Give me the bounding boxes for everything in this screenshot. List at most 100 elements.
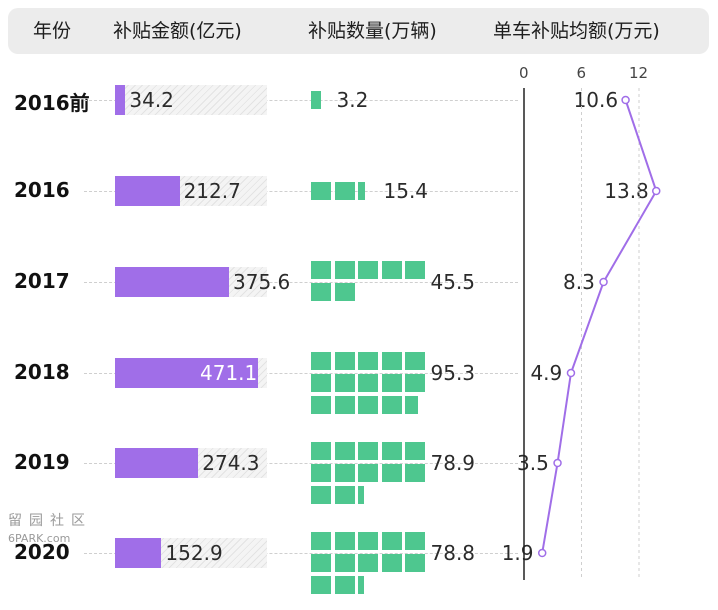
header-subsidy-amount: 补贴金额(亿元) [113, 20, 242, 42]
amount-value-label: 212.7 [183, 179, 241, 203]
quantity-block [358, 396, 378, 414]
quantity-block [334, 554, 355, 572]
header-bar: 年份 补贴金额(亿元) 补贴数量(万辆) 单车补贴均额(万元) [8, 8, 709, 54]
quantity-value-label: 45.5 [430, 270, 476, 294]
amount-value-label: 471.1 [200, 361, 258, 385]
quantity-block [405, 532, 425, 550]
quantity-block [381, 261, 402, 279]
quantity-block [311, 182, 331, 200]
quantity-block [334, 464, 355, 482]
amount-value-label: 152.9 [165, 541, 223, 565]
amount-bar-track [115, 85, 267, 115]
quantity-block [381, 464, 402, 482]
amount-bar [115, 448, 199, 478]
average-point [553, 458, 562, 468]
average-point [652, 186, 661, 196]
quantity-block [311, 352, 331, 370]
header-year: 年份 [33, 20, 72, 42]
row-guide-line [84, 282, 518, 283]
average-value-label: 4.9 [530, 361, 563, 385]
quantity-block [358, 261, 378, 279]
year-label: 2018 [14, 360, 70, 384]
quantity-block [358, 374, 378, 392]
quantity-block [334, 576, 355, 594]
row-guide-line [84, 100, 518, 101]
quantity-block [381, 374, 402, 392]
average-value-label: 8.3 [563, 270, 595, 294]
quantity-block [311, 532, 331, 550]
quantity-block [311, 283, 331, 301]
quantity-value-label: 95.3 [430, 361, 476, 385]
quantity-block [381, 352, 402, 370]
quantity-value-label: 15.4 [383, 179, 429, 203]
amount-bar [115, 176, 180, 206]
quantity-block [334, 486, 355, 504]
quantity-block [334, 396, 355, 414]
average-point [599, 277, 608, 287]
year-label: 2019 [14, 450, 70, 474]
average-value-label: 13.8 [604, 179, 649, 203]
quantity-block [334, 261, 355, 279]
quantity-block [311, 374, 331, 392]
amount-bar [115, 538, 162, 568]
average-tick-label: 12 [629, 64, 649, 82]
quantity-value-label: 3.2 [336, 88, 369, 112]
quantity-block [358, 486, 364, 504]
year-label: 2016 [14, 178, 70, 202]
quantity-block [311, 486, 331, 504]
average-point [621, 95, 630, 105]
quantity-block [358, 576, 364, 594]
year-label: 2016前 [14, 91, 90, 115]
quantity-block [334, 532, 355, 550]
quantity-block [358, 182, 366, 200]
quantity-block [334, 374, 355, 392]
year-label: 2017 [14, 269, 70, 293]
quantity-block [358, 352, 378, 370]
quantity-block [405, 464, 425, 482]
quantity-block [405, 352, 425, 370]
quantity-block [381, 532, 402, 550]
amount-bar [115, 358, 258, 388]
amount-bar [115, 85, 126, 115]
watermark: 留园社区 6PARK.com [8, 510, 92, 545]
amount-bar [115, 267, 229, 297]
average-tick-label: 6 [576, 64, 587, 82]
average-value-label: 10.6 [573, 88, 619, 112]
quantity-block [358, 442, 378, 460]
quantity-value-label: 78.8 [430, 541, 476, 565]
quantity-block [334, 283, 355, 301]
average-point [537, 548, 547, 558]
amount-value-label: 375.6 [233, 270, 291, 294]
average-value-label: 1.9 [501, 541, 534, 565]
quantity-block [334, 442, 355, 460]
row-guide-line [84, 553, 518, 554]
average-tick-label: 0 [519, 64, 529, 82]
quantity-block [311, 91, 321, 109]
year-label: 2020 [14, 540, 70, 564]
average-series-line [541, 99, 658, 554]
quantity-block [405, 261, 425, 279]
quantity-block [311, 464, 331, 482]
quantity-block [405, 442, 425, 460]
header-average-subsidy: 单车补贴均额(万元) [493, 20, 660, 42]
row-guide-line [84, 463, 518, 464]
amount-value-label: 274.3 [202, 451, 260, 475]
quantity-block [311, 554, 331, 572]
quantity-block [405, 374, 425, 392]
amount-value-label: 34.2 [129, 88, 174, 112]
quantity-block [405, 554, 425, 572]
average-point [566, 368, 576, 378]
row-guide-line [84, 373, 518, 374]
watermark-url: 6PARK.com [8, 532, 71, 545]
quantity-block [358, 554, 378, 572]
row-guide-line [84, 191, 518, 192]
quantity-block [311, 576, 331, 594]
average-value-label: 3.5 [517, 451, 549, 475]
quantity-block [311, 261, 331, 279]
quantity-block [358, 464, 378, 482]
quantity-block [311, 442, 331, 460]
quantity-block [381, 396, 402, 414]
quantity-value-label: 78.9 [430, 451, 476, 475]
quantity-block [358, 532, 378, 550]
quantity-block [311, 396, 331, 414]
